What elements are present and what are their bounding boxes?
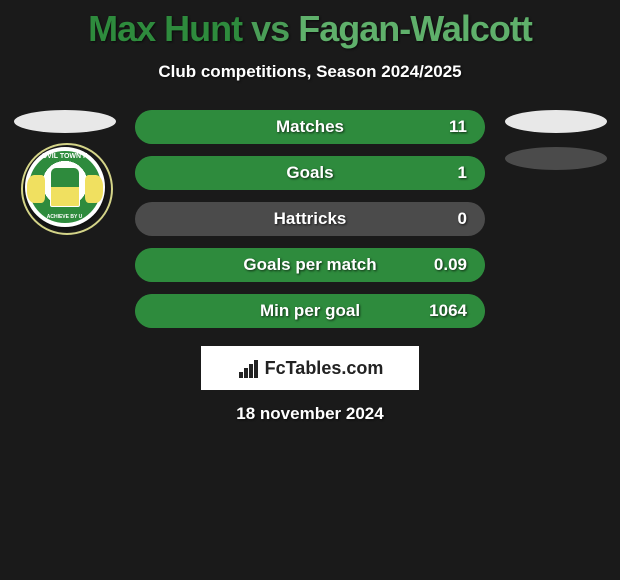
stat-bar: Hattricks0 (135, 202, 485, 236)
stat-value: 1064 (427, 301, 467, 321)
stat-label: Goals (193, 163, 427, 183)
infographic-container: Max Hunt vs Fagan-Walcott Club competiti… (0, 0, 620, 424)
stat-label: Goals per match (193, 255, 427, 275)
comparison-title: Max Hunt vs Fagan-Walcott (0, 8, 620, 50)
vs-label: vs (251, 8, 289, 49)
stat-value: 11 (427, 117, 467, 137)
badge-top-text: OVIL TOWN F (29, 153, 101, 160)
stat-bar: Matches11 (135, 110, 485, 144)
stats-column: Matches11 Goals1 Hattricks0 Goals per match… (135, 110, 485, 328)
stat-value: 0.09 (427, 255, 467, 275)
date-label: 18 november 2024 (0, 404, 620, 424)
player2-marker-2 (505, 147, 607, 170)
player2-column (503, 110, 608, 170)
stat-label: Min per goal (193, 301, 427, 321)
source-logo: FcTables.com (201, 346, 419, 390)
badge-shield-icon (50, 167, 80, 207)
subtitle: Club competitions, Season 2024/2025 (0, 62, 620, 82)
bar-chart-icon (237, 358, 259, 378)
player2-name: Fagan-Walcott (298, 8, 532, 49)
stat-bar: Goals1 (135, 156, 485, 190)
stat-value: 0 (427, 209, 467, 229)
player2-marker-1 (505, 110, 607, 133)
main-row: OVIL TOWN F ACHIEVE BY U Matches11Goals1… (0, 110, 620, 328)
stat-label: Hattricks (193, 209, 427, 229)
player1-column: OVIL TOWN F ACHIEVE BY U (12, 110, 117, 227)
logo-text: FcTables.com (265, 358, 384, 379)
badge-bottom-text: ACHIEVE BY U (29, 214, 101, 220)
player1-name: Max Hunt (88, 8, 242, 49)
badge-lion-right-icon (85, 175, 103, 203)
stat-bar: Goals per match0.09 (135, 248, 485, 282)
stat-value: 1 (427, 163, 467, 183)
stat-bar: Min per goal1064 (135, 294, 485, 328)
badge-lion-left-icon (27, 175, 45, 203)
player1-marker (14, 110, 116, 133)
club-badge-icon: OVIL TOWN F ACHIEVE BY U (25, 147, 105, 227)
stat-label: Matches (193, 117, 427, 137)
